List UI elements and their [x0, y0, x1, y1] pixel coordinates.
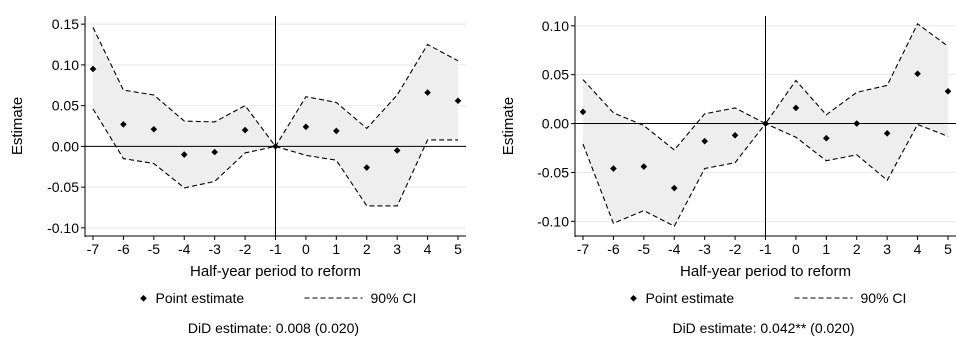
- point-estimate-marker: [272, 143, 279, 150]
- point-estimate-marker: [610, 165, 617, 172]
- point-estimate-marker: [914, 70, 921, 77]
- legend-point-label: Point estimate: [156, 290, 245, 306]
- point-estimate-marker: [640, 163, 648, 170]
- x-tick-label: 5: [454, 241, 462, 257]
- x-tick-label: -4: [668, 241, 681, 257]
- y-tick-label: 0.05: [542, 67, 569, 83]
- x-tick-label: -5: [638, 241, 651, 257]
- y-tick-label: 0.15: [52, 16, 79, 32]
- legend-point-marker: [140, 295, 147, 302]
- y-axis-title: Estimate: [500, 97, 517, 155]
- x-tick-label: -2: [729, 241, 742, 257]
- point-estimate-marker: [701, 137, 708, 145]
- legend: Point estimate 90% CI: [140, 290, 416, 306]
- legend-ci-label: 90% CI: [861, 290, 907, 306]
- point-estimate-marker: [150, 125, 158, 133]
- ci-band: [93, 27, 458, 206]
- legend-point-label: Point estimate: [646, 290, 735, 306]
- point-estimate-marker: [762, 120, 769, 127]
- y-axis-title: Estimate: [9, 97, 26, 155]
- y-tick-label: 0.00: [542, 116, 569, 132]
- x-tick-label: 4: [424, 241, 432, 257]
- point-estimate-marker: [120, 121, 127, 128]
- x-tick-label: -1: [759, 241, 772, 257]
- x-tick-label: 1: [332, 241, 340, 257]
- y-tick-label: -0.05: [537, 164, 569, 180]
- x-tick-label: -5: [148, 241, 161, 257]
- x-tick-label: -3: [208, 241, 221, 257]
- y-tick-label: 0.10: [52, 57, 79, 73]
- legend-ci-label: 90% CI: [371, 290, 417, 306]
- did-estimate-note: DiD estimate: 0.042** (0.020): [672, 320, 854, 336]
- panel-2: -0.10 -0.05 0.00 0.05 0.10 -7 -6 -5 -4 -3 -2 -1 0 1 2 3…: [500, 16, 956, 336]
- x-tick-label: 1: [822, 241, 830, 257]
- point-estimate-marker: [579, 108, 587, 116]
- x-tick-label: -6: [607, 241, 620, 257]
- x-tick-label: 2: [853, 241, 861, 257]
- x-tick-label: 0: [792, 241, 800, 257]
- x-tick-label: 2: [363, 241, 371, 257]
- point-estimate-marker: [180, 151, 188, 158]
- y-tick-label: 0.05: [52, 98, 79, 114]
- y-tick-label: 0.00: [52, 138, 79, 154]
- y-tick-label: 0.10: [542, 18, 569, 34]
- x-tick-label: 3: [393, 241, 401, 257]
- ci-lower-line: [92, 108, 458, 207]
- point-estimate-marker: [363, 164, 371, 171]
- x-tick-label: -7: [577, 241, 590, 257]
- x-tick-label: -7: [87, 241, 100, 257]
- point-estimate-marker: [454, 97, 462, 105]
- point-estimate-marker: [241, 126, 249, 134]
- point-estimate-marker: [211, 148, 218, 156]
- point-estimate-marker: [823, 134, 830, 142]
- legend-point-marker: [630, 295, 637, 302]
- x-tick-label: -2: [239, 241, 252, 257]
- y-tick-label: -0.10: [47, 220, 79, 236]
- point-estimate-marker: [853, 120, 861, 127]
- point-estimate-marker: [424, 89, 431, 96]
- point-estimate-marker: [792, 104, 800, 112]
- y-tick-label: -0.10: [537, 213, 569, 229]
- point-estimate-marker: [731, 131, 739, 139]
- x-tick-label: -4: [178, 241, 191, 257]
- point-estimate-marker: [883, 130, 891, 137]
- x-tick-label: 5: [944, 241, 952, 257]
- x-tick-label: 0: [302, 241, 310, 257]
- y-tick-label: -0.05: [47, 179, 79, 195]
- x-axis-title: Half-year period to reform: [190, 263, 361, 280]
- point-estimate-marker: [944, 87, 952, 95]
- point-estimate-marker: [302, 123, 310, 131]
- x-tick-label: 4: [914, 241, 922, 257]
- x-tick-label: -3: [698, 241, 711, 257]
- point-estimate-marker: [333, 127, 340, 135]
- point-estimate-marker: [670, 184, 678, 192]
- did-estimate-note: DiD estimate: 0.008 (0.020): [188, 320, 359, 336]
- point-estimate-marker: [393, 147, 401, 154]
- legend: Point estimate 90% CI: [630, 290, 906, 306]
- x-tick-label: 3: [883, 241, 891, 257]
- x-tick-label: -1: [269, 241, 282, 257]
- x-tick-label: -6: [117, 241, 130, 257]
- ci-band: [583, 23, 948, 227]
- x-axis-title: Half-year period to reform: [680, 263, 851, 280]
- point-estimate-marker: [89, 65, 97, 73]
- panel-1: -0.10 -0.05 0.00 0.05 0.10 0.15 -7 -6 -5 -4 -3 -2 -1…: [9, 16, 466, 336]
